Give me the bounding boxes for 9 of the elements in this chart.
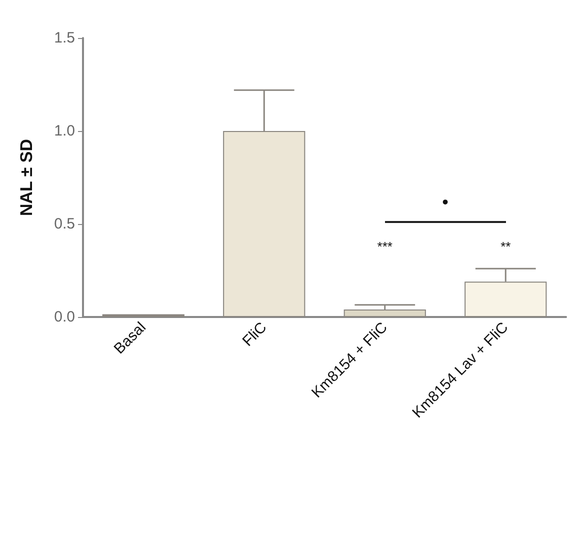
y-axis-title: NAL ± SD	[17, 138, 36, 216]
y-tick-label: 1.0	[54, 122, 75, 140]
y-tick-label: 0.5	[54, 216, 75, 232]
annotation: **	[500, 238, 512, 256]
annotation: •	[441, 192, 450, 212]
x-tick-label: FliC	[239, 318, 270, 350]
y-tick-label: 1.5	[54, 30, 75, 46]
annotation: ***	[376, 238, 394, 256]
y-tick-label: 0.0	[54, 308, 75, 326]
